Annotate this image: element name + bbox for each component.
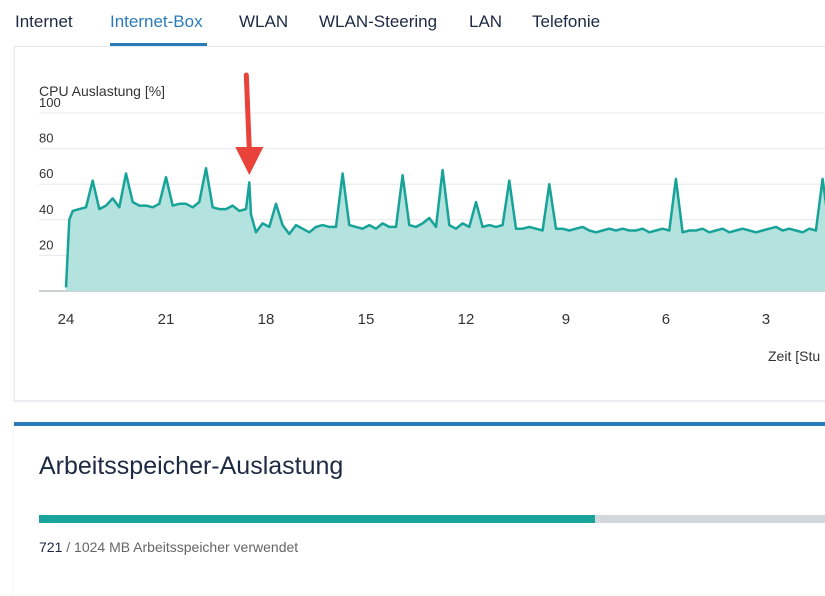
annotation-arrow-shaft — [243, 72, 252, 153]
x-tick-label: 18 — [258, 311, 275, 328]
active-tab-indicator — [110, 43, 207, 46]
annotation-arrow-head — [235, 147, 264, 175]
tab-lan[interactable]: LAN — [469, 12, 503, 31]
x-tick-label: 9 — [562, 311, 570, 328]
x-tick-label: 24 — [58, 311, 75, 328]
tab-internet-box[interactable]: Internet-Box — [110, 12, 203, 31]
memory-card — [14, 422, 825, 596]
x-tick-label: 3 — [762, 311, 770, 328]
y-tick-label: 100 — [39, 95, 61, 110]
tab-wlan-steering[interactable]: WLAN-Steering — [319, 12, 438, 31]
cpu-area — [66, 168, 825, 291]
tab-bar: Internet Internet-Box WLAN WLAN-Steering… — [0, 0, 825, 46]
x-axis-label: Zeit [Stu — [768, 348, 820, 364]
chart-title: CPU Auslastung [%] — [39, 83, 166, 99]
cpu-usage-chart: 20 40 60 80 100 24 21 18 15 12 9 6 3 Zeit [Stu — [39, 72, 825, 364]
tab-telefonie[interactable]: Telefonie — [532, 12, 601, 31]
x-tick-label: 6 — [662, 311, 670, 328]
y-tick-label: 40 — [39, 202, 53, 217]
memory-progress-bar — [39, 515, 825, 523]
y-tick-label: 60 — [39, 166, 53, 181]
y-tick-label: 80 — [39, 131, 53, 146]
tab-internet[interactable]: Internet — [15, 12, 73, 31]
memory-title: Arbeitsspeicher-Auslastung — [39, 452, 344, 480]
x-tick-label: 12 — [458, 311, 475, 328]
memory-progress-fill — [39, 515, 596, 523]
x-tick-label: 15 — [358, 311, 375, 328]
memory-total-text: / 1024 MB Arbeitsspeicher verwendet — [62, 539, 299, 555]
tab-wlan[interactable]: WLAN — [239, 12, 289, 31]
x-tick-label: 21 — [158, 311, 175, 328]
cpu-line — [64, 166, 825, 288]
memory-caption: 721 / 1024 MB Arbeitsspeicher verwendet — [39, 539, 298, 555]
y-tick-label: 20 — [39, 237, 53, 252]
memory-used-value: 721 — [39, 539, 63, 555]
